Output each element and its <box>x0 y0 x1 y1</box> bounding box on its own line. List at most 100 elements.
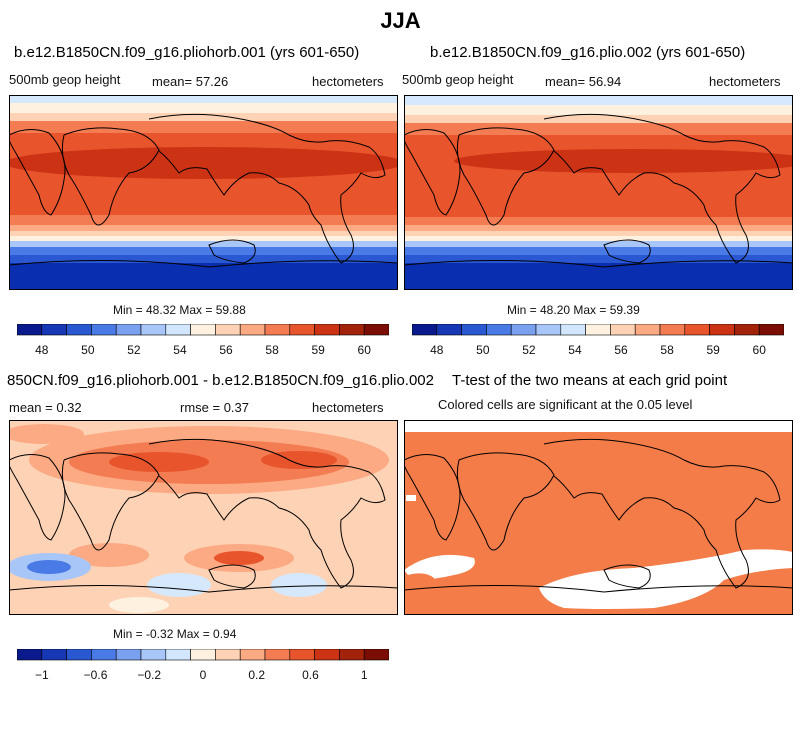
band <box>9 241 398 248</box>
colorbar-swatch <box>165 649 191 661</box>
coastlines <box>9 438 398 593</box>
colorbar-2: 48 50 52 54 56 58 59 60 <box>412 324 784 357</box>
colorbar-label: 0 <box>200 668 207 682</box>
colorbar-label: 59 <box>311 343 325 357</box>
anomaly <box>109 597 169 613</box>
colorbar-label: 0.2 <box>248 668 265 682</box>
band <box>9 231 398 238</box>
panel3-mean: mean = 0.32 <box>9 400 82 415</box>
colorbar-swatch <box>215 649 241 661</box>
colorbar-swatch <box>41 649 67 661</box>
colorbar-swatch <box>165 324 191 336</box>
anomaly <box>271 573 327 597</box>
band <box>9 236 398 242</box>
colorbar-label: 50 <box>81 343 95 357</box>
colorbar-swatch <box>486 324 512 336</box>
map-frame <box>404 95 793 290</box>
colorbar-label: 52 <box>127 343 141 357</box>
colorbar-swatch <box>140 324 167 336</box>
colorbar-swatch <box>17 649 43 661</box>
coastlines <box>404 113 793 268</box>
significant-area <box>404 573 434 584</box>
panel1-min-max: Min = 48.32 Max = 59.88 <box>113 303 246 317</box>
panel2-title: b.e12.B1850CN.f09_g16.plio.002 (yrs 601-… <box>430 44 746 61</box>
colorbar-swatch <box>436 324 462 336</box>
colorbar-label: −1 <box>35 668 49 682</box>
colorbar-label: 59 <box>706 343 720 357</box>
panel1-title: b.e12.B1850CN.f09_g16.pliohorb.001 (yrs … <box>14 44 360 61</box>
panel2-map <box>404 95 793 290</box>
not-significant-area <box>406 495 416 501</box>
colorbar-swatch <box>314 649 340 661</box>
colorbar-label: −0.6 <box>84 668 108 682</box>
colorbar-label: 56 <box>614 343 628 357</box>
colorbar-swatch <box>659 324 686 336</box>
colorbar-swatch <box>17 324 43 336</box>
not-significant-area <box>539 549 793 609</box>
panel4-subtitle: Colored cells are significant at the 0.0… <box>438 397 693 412</box>
band <box>404 255 793 265</box>
panel2-units: hectometers <box>709 74 781 89</box>
colorbar-swatch <box>758 324 784 336</box>
band <box>404 236 793 242</box>
panel3-units: hectometers <box>312 400 384 415</box>
colorbar-swatch <box>709 324 735 336</box>
band <box>404 263 793 290</box>
band <box>9 147 398 179</box>
panel1-field-label: 500mb geop height <box>9 72 121 87</box>
colorbar-label: 48 <box>35 343 49 357</box>
colorbar-swatch <box>634 324 661 336</box>
colorbar-label: 1 <box>361 668 368 682</box>
colorbar-swatch <box>215 324 241 336</box>
colorbar-swatch <box>91 649 117 661</box>
anomaly <box>109 452 209 472</box>
anomaly <box>9 424 84 444</box>
band <box>404 241 793 248</box>
colorbar-swatch <box>339 324 365 336</box>
band <box>9 247 398 257</box>
band <box>9 215 398 227</box>
panel1-units: hectometers <box>312 74 384 89</box>
colorbar-swatch <box>610 324 636 336</box>
colorbar-swatch <box>91 324 117 336</box>
colorbar-swatch <box>535 324 562 336</box>
colorbar-label: 0.6 <box>302 668 319 682</box>
colorbar-swatch <box>239 324 266 336</box>
colorbar-swatch <box>734 324 760 336</box>
colorbar-swatch <box>684 324 710 336</box>
colorbar-label: 54 <box>568 343 582 357</box>
panel3-map <box>9 420 398 615</box>
colorbar-label: 58 <box>265 343 279 357</box>
colorbar-label: 60 <box>753 343 767 357</box>
colorbar-label: 48 <box>430 343 444 357</box>
panel3-min-max: Min = -0.32 Max = 0.94 <box>113 627 237 641</box>
band <box>404 135 793 217</box>
panel1-mean: mean= 57.26 <box>152 74 229 89</box>
band <box>404 217 793 227</box>
colorbar-swatch <box>510 324 537 336</box>
colorbar-swatch <box>585 324 611 336</box>
colorbar-swatch <box>264 649 291 661</box>
colorbar-swatch <box>560 324 586 336</box>
band <box>9 225 398 233</box>
band <box>9 263 398 290</box>
map-frame <box>9 95 398 290</box>
not-significant-area <box>404 420 793 432</box>
colorbar-swatch <box>66 649 92 661</box>
colorbar-label: 58 <box>660 343 674 357</box>
band <box>454 149 793 173</box>
colorbar-swatch <box>412 324 438 336</box>
colorbar-swatch <box>66 324 92 336</box>
band <box>404 225 793 233</box>
coastlines <box>9 113 398 268</box>
panel2-mean: mean= 56.94 <box>545 74 622 89</box>
colorbar-swatch <box>140 649 167 661</box>
colorbar-swatch <box>190 324 216 336</box>
colorbar-swatch <box>41 324 67 336</box>
colorbar-swatch <box>461 324 487 336</box>
panel4-map <box>404 420 793 615</box>
map-frame <box>9 420 398 615</box>
band <box>404 231 793 238</box>
season-title: JJA <box>380 8 421 33</box>
colorbar-swatch <box>289 649 315 661</box>
